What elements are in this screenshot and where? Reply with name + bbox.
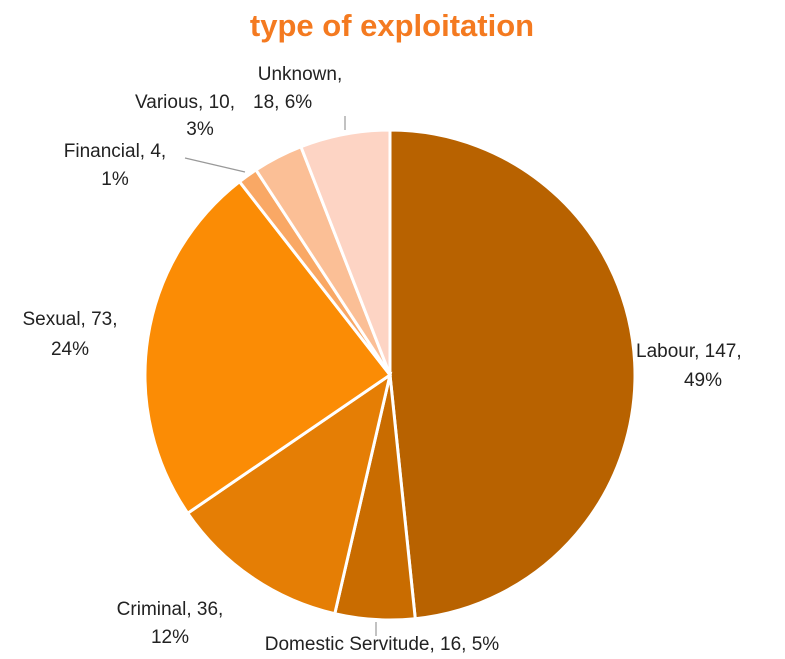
leader-lines (184, 116, 377, 636)
leader-line (184, 157, 246, 173)
pie-slice (185, 371, 393, 616)
pie-slice (298, 128, 392, 376)
pie-slice (143, 179, 393, 516)
data-label: 24% (51, 339, 89, 360)
data-label: Various, 10, (135, 92, 235, 113)
data-label: Financial, 4, (64, 141, 166, 162)
data-label: Unknown, (258, 64, 343, 85)
data-label: Criminal, 36, (117, 599, 224, 620)
data-label: Sexual, 73, (22, 309, 117, 330)
data-label: 49% (684, 370, 722, 391)
data-label: 18, 6% (253, 92, 312, 113)
chart-title: type of exploitation (250, 8, 534, 43)
data-label: 12% (151, 627, 189, 648)
data-label: Domestic Servitude, 16, 5% (265, 634, 500, 655)
slices (143, 128, 637, 622)
data-label: 1% (101, 169, 129, 190)
data-label: 3% (186, 119, 214, 140)
pie-slice (388, 128, 637, 621)
data-label: Labour, 147, (636, 341, 742, 362)
